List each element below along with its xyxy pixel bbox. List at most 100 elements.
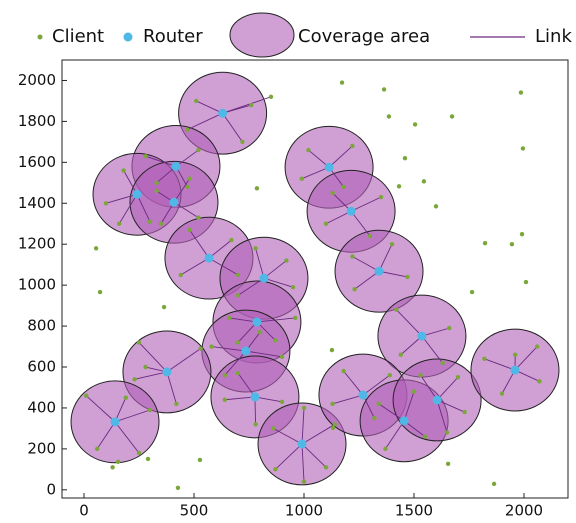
y-tick-label: 1600 [18, 153, 56, 171]
client [350, 144, 354, 148]
router [169, 198, 178, 207]
client [387, 114, 391, 118]
client [397, 184, 401, 188]
y-tick-label: 1800 [18, 112, 56, 130]
client [446, 462, 450, 466]
y-tick-label: 0 [46, 480, 56, 498]
client [176, 486, 180, 490]
client [116, 460, 120, 464]
client [510, 242, 514, 246]
legend-label: Coverage area [298, 26, 430, 47]
client [223, 398, 227, 402]
client [413, 122, 417, 126]
client [194, 99, 198, 103]
client [117, 222, 121, 226]
client [340, 80, 344, 84]
client [229, 238, 233, 242]
client [324, 465, 328, 469]
client [154, 189, 158, 193]
client [350, 254, 354, 258]
client [154, 181, 158, 185]
router [162, 367, 171, 376]
client [148, 408, 152, 412]
client [341, 369, 345, 373]
client [159, 222, 163, 226]
client [412, 389, 416, 393]
router [400, 416, 409, 425]
y-tick-label: 400 [27, 398, 56, 416]
client [383, 447, 387, 451]
client [240, 140, 244, 144]
y-tick-label: 2000 [18, 71, 56, 89]
client [535, 344, 539, 348]
client [382, 87, 386, 91]
client [331, 426, 335, 430]
client [137, 340, 141, 344]
client [482, 357, 486, 361]
router [510, 366, 519, 375]
client [405, 275, 409, 279]
y-tick-label: 800 [27, 317, 56, 335]
client [187, 177, 191, 181]
router [358, 391, 367, 400]
router [433, 395, 442, 404]
client [255, 186, 259, 190]
client [273, 467, 277, 471]
client [341, 185, 345, 189]
x-tick-label: 1000 [285, 502, 323, 520]
client [185, 127, 189, 131]
client [372, 416, 376, 420]
client [293, 316, 297, 320]
client [368, 234, 372, 238]
client [162, 305, 166, 309]
client [280, 355, 284, 359]
client [148, 219, 152, 223]
client [198, 458, 202, 462]
client [291, 285, 295, 289]
client [440, 361, 444, 365]
client [450, 114, 454, 118]
client [302, 406, 306, 410]
client [537, 379, 541, 383]
client [306, 148, 310, 152]
client [198, 346, 202, 350]
router [375, 267, 384, 276]
client [492, 482, 496, 486]
client [513, 353, 517, 357]
x-tick-label: 2000 [505, 502, 543, 520]
client [187, 228, 191, 232]
legend-client-marker [38, 35, 43, 40]
client [445, 430, 449, 434]
legend-label: Link [535, 26, 572, 47]
client [377, 402, 381, 406]
client [330, 348, 334, 352]
client [284, 258, 288, 262]
client [324, 222, 328, 226]
client [174, 402, 178, 406]
client [236, 273, 240, 277]
client [209, 344, 213, 348]
router [204, 254, 213, 263]
y-tick-label: 1200 [18, 235, 56, 253]
client [253, 422, 257, 426]
client [434, 204, 438, 208]
legend-coverage-marker [230, 13, 294, 57]
client [456, 375, 460, 379]
router [241, 347, 250, 356]
client [223, 373, 227, 377]
client [273, 338, 277, 342]
client [394, 308, 398, 312]
client [121, 168, 125, 172]
router [218, 109, 227, 118]
client [271, 426, 275, 430]
client [104, 201, 108, 205]
router [252, 317, 261, 326]
client [330, 191, 334, 195]
client [462, 410, 466, 414]
client [98, 290, 102, 294]
y-tick-label: 1400 [18, 194, 56, 212]
client [483, 241, 487, 245]
legend-label: Router [143, 26, 203, 47]
client [519, 90, 523, 94]
